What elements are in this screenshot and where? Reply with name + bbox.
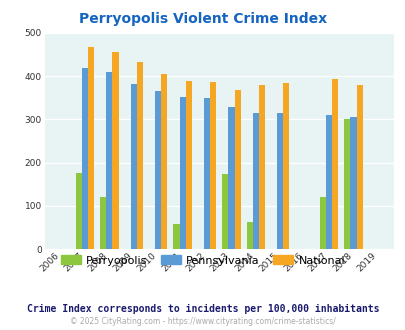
Bar (283, 83, 289, 249)
Text: © 2025 CityRating.com - https://www.cityrating.com/crime-statistics/: © 2025 CityRating.com - https://www.city… (70, 317, 335, 326)
Bar (319, 197, 325, 249)
Bar (258, 85, 264, 249)
Bar (234, 90, 240, 249)
Bar (88, 47, 94, 249)
Legend: Perryopolis, Pennsylvania, National: Perryopolis, Pennsylvania, National (56, 251, 349, 270)
Bar (173, 224, 179, 249)
Bar (209, 82, 215, 249)
Bar (179, 97, 185, 249)
Text: Perryopolis Violent Crime Index: Perryopolis Violent Crime Index (79, 12, 326, 25)
Bar (136, 62, 143, 249)
Bar (130, 84, 136, 249)
Bar (356, 85, 362, 249)
Bar (106, 72, 112, 249)
Bar (246, 222, 252, 249)
Bar (155, 91, 161, 249)
Bar (82, 68, 88, 249)
Bar (76, 174, 82, 249)
Bar (228, 107, 234, 249)
Bar (277, 113, 283, 249)
Bar (331, 79, 337, 249)
Bar (252, 113, 258, 249)
Bar (100, 197, 106, 249)
Bar (185, 82, 191, 249)
Text: Crime Index corresponds to incidents per 100,000 inhabitants: Crime Index corresponds to incidents per… (27, 304, 378, 314)
Bar (350, 117, 356, 249)
Bar (161, 74, 167, 249)
Bar (343, 119, 350, 249)
Bar (112, 52, 118, 249)
Bar (222, 174, 228, 249)
Bar (203, 98, 209, 249)
Bar (325, 115, 331, 249)
